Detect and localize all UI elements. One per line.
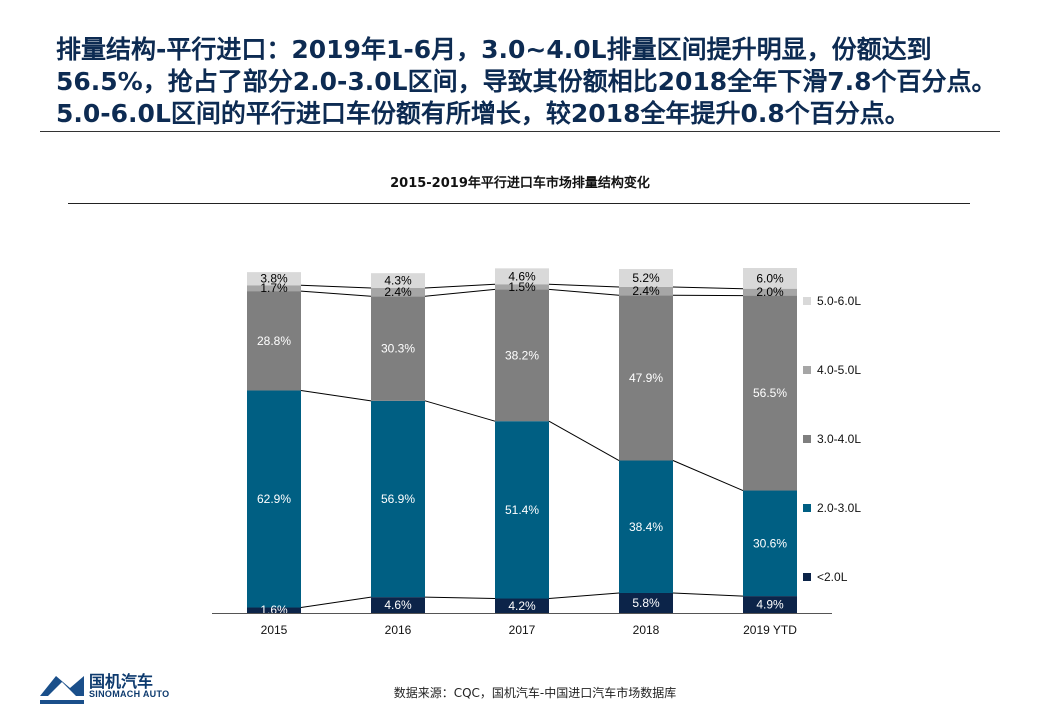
connector-line <box>548 288 620 296</box>
connector-line <box>300 290 372 297</box>
x-tick-label: 2018 <box>633 623 660 637</box>
legend-swatch <box>803 573 811 581</box>
bar-segment <box>495 268 549 285</box>
legend-swatch <box>803 435 811 443</box>
chart-title: 2015-2019年平行进口车市场排量结构变化 <box>390 176 650 191</box>
bar-segment <box>247 390 301 608</box>
headline-divider <box>40 131 1000 132</box>
data-label: 30.6% <box>753 536 787 550</box>
data-label: 38.2% <box>505 348 539 362</box>
data-label: 5.8% <box>632 596 660 610</box>
x-tick-label: 2016 <box>385 623 412 637</box>
connector-line <box>672 460 744 491</box>
logo-name: 国机汽车 <box>89 672 154 691</box>
data-label: 4.6% <box>384 598 412 612</box>
data-label: 51.4% <box>505 503 539 517</box>
bar-segment <box>619 286 673 296</box>
x-tick-label: 2017 <box>509 623 536 637</box>
logo-subtitle: SINOMACH AUTO <box>89 689 170 699</box>
bar-segment <box>619 295 673 461</box>
bar-segment <box>495 421 549 599</box>
legend-swatch <box>803 504 811 512</box>
connector-line <box>300 389 372 402</box>
source-note: 数据来源：CQC，国机汽车-中国进口汽车市场数据库 <box>393 686 677 700</box>
bar-segment <box>619 269 673 287</box>
bar-segment <box>495 284 549 290</box>
headline: 排量结构-平行进口：2019年1-6月，3.0~4.0L排量区间提升明显，份额达… <box>56 35 997 128</box>
sinomach-logo-icon <box>40 676 84 704</box>
data-label: 4.9% <box>756 598 784 612</box>
data-label: 3.8% <box>260 272 288 286</box>
data-label: 56.5% <box>753 386 787 400</box>
data-label: 56.9% <box>381 492 415 506</box>
data-label: 38.4% <box>629 520 663 534</box>
data-label: 2.4% <box>384 285 412 299</box>
data-label: 4.2% <box>508 599 536 613</box>
legend-label: 2.0-3.0L <box>817 501 861 515</box>
connector-line <box>548 592 620 600</box>
data-label: 1.5% <box>508 280 536 294</box>
connector-line <box>424 283 496 289</box>
x-tick-label: 2019 YTD <box>743 623 797 637</box>
data-label: 5.2% <box>632 271 660 285</box>
data-label: 2.0% <box>756 285 784 299</box>
connector-line <box>300 284 372 289</box>
data-label: 62.9% <box>257 492 291 506</box>
data-label: 2.4% <box>632 284 660 298</box>
legend-label: 4.0-5.0L <box>817 363 861 377</box>
data-label: 47.9% <box>629 371 663 385</box>
data-label: 4.3% <box>384 274 412 288</box>
data-label: 28.8% <box>257 334 291 348</box>
legend-swatch <box>803 366 811 374</box>
bar-segment <box>495 289 549 422</box>
connector-line <box>672 592 744 597</box>
connector-line <box>548 283 620 288</box>
connector-line <box>424 596 496 600</box>
x-tick-label: 2015 <box>261 623 288 637</box>
bar-segment <box>371 296 425 401</box>
bar-segment <box>495 598 549 613</box>
connector-line <box>300 596 372 608</box>
legend-label: 3.0-4.0L <box>817 432 861 446</box>
data-label: 6.0% <box>756 271 784 285</box>
bar-segment <box>247 285 301 292</box>
bar-segment <box>743 490 797 597</box>
bar-segment <box>247 272 301 286</box>
bar-segment <box>743 288 797 296</box>
data-label: 4.6% <box>508 269 536 283</box>
data-label: 30.3% <box>381 342 415 356</box>
bar-segment <box>743 295 797 491</box>
bar-segment <box>619 460 673 593</box>
bar-segment <box>371 288 425 297</box>
bar-segment <box>371 597 425 613</box>
bar-segment <box>247 291 301 391</box>
bar-segment <box>619 592 673 613</box>
connector-line <box>424 400 496 422</box>
bar-segment <box>247 607 301 613</box>
legend-label: <2.0L <box>817 570 848 584</box>
legend-swatch <box>803 297 811 305</box>
legend-label: 5.0-6.0L <box>817 294 861 308</box>
connector-line <box>548 420 620 461</box>
connector-line <box>424 288 496 297</box>
bar-segment <box>743 268 797 289</box>
connector-line <box>672 286 744 290</box>
chart-title-divider <box>68 203 970 204</box>
bar-segment <box>743 596 797 613</box>
bar-segment <box>371 400 425 598</box>
bar-segment <box>371 273 425 289</box>
data-label: 1.6% <box>260 603 288 617</box>
data-label: 1.7% <box>260 281 288 295</box>
